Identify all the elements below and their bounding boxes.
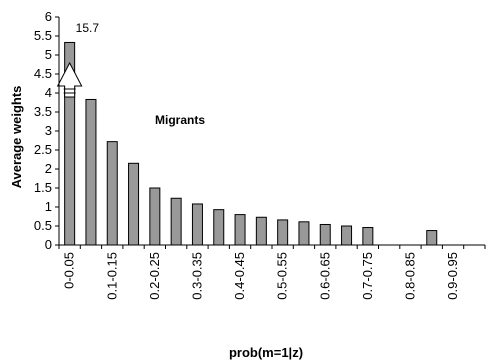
x-tick-label: 0.1-0.15 xyxy=(104,252,119,300)
x-axis-title: prob(m=1|z) xyxy=(229,345,303,360)
bar xyxy=(85,98,97,246)
y-tick-label: 1 xyxy=(45,199,52,214)
y-tick-label: 3 xyxy=(45,123,52,138)
bar xyxy=(341,225,353,246)
y-tick-label: 4.5 xyxy=(34,66,52,81)
bar xyxy=(149,187,161,246)
y-axis-title: Average weights xyxy=(9,86,24,189)
y-tick-label: 6 xyxy=(45,9,52,24)
y-axis-ticks: 0 0.5 1 1.5 2 2.5 3 3.5 4 4.5 5 5.5 6 xyxy=(34,9,59,252)
bar xyxy=(170,197,182,246)
bar xyxy=(255,216,267,246)
x-tick-label: 0.6-0.65 xyxy=(317,252,332,300)
x-tick-label: 0.3-0.35 xyxy=(189,252,204,300)
series-label-migrants: Migrants xyxy=(155,113,205,127)
x-tick-label: 0.4-0.45 xyxy=(232,252,247,300)
overlay: 15.7 Migrants xyxy=(56,21,205,127)
bar xyxy=(362,227,374,246)
y-tick-label: 2.5 xyxy=(34,142,52,157)
y-tick-label: 0 xyxy=(45,237,52,252)
bar xyxy=(191,203,203,246)
x-tick-label: 0.2-0.25 xyxy=(147,252,162,300)
axes xyxy=(58,17,485,246)
bar xyxy=(106,141,118,246)
bar xyxy=(426,230,438,246)
bar xyxy=(213,209,225,246)
bar-value-label: 15.7 xyxy=(76,21,100,35)
y-tick-label: 5.5 xyxy=(34,28,52,43)
y-tick-label: 2 xyxy=(45,161,52,176)
x-tick-label: 0-0.05 xyxy=(62,252,77,289)
x-axis-ticks: 0-0.05 0.1-0.15 0.2-0.25 0.3-0.35 0.4-0.45 0.… xyxy=(58,245,486,300)
y-tick-label: 1.5 xyxy=(34,180,52,195)
y-tick-label: 5 xyxy=(45,47,52,62)
bar xyxy=(277,219,289,246)
x-tick-label: 0.8-0.85 xyxy=(402,252,417,300)
bar xyxy=(234,214,246,246)
y-tick-label: 4 xyxy=(45,85,52,100)
y-tick-label: 3.5 xyxy=(34,104,52,119)
bar xyxy=(298,221,310,246)
y-tick-label: 0.5 xyxy=(34,218,52,233)
bar xyxy=(128,162,140,246)
bar xyxy=(319,223,331,246)
x-tick-label: 0.9-0.95 xyxy=(445,252,460,300)
x-tick-label: 0.5-0.55 xyxy=(275,252,290,300)
break-arrow-icon xyxy=(56,61,83,98)
bars xyxy=(64,41,438,246)
x-tick-label: 0.7-0.75 xyxy=(360,252,375,300)
